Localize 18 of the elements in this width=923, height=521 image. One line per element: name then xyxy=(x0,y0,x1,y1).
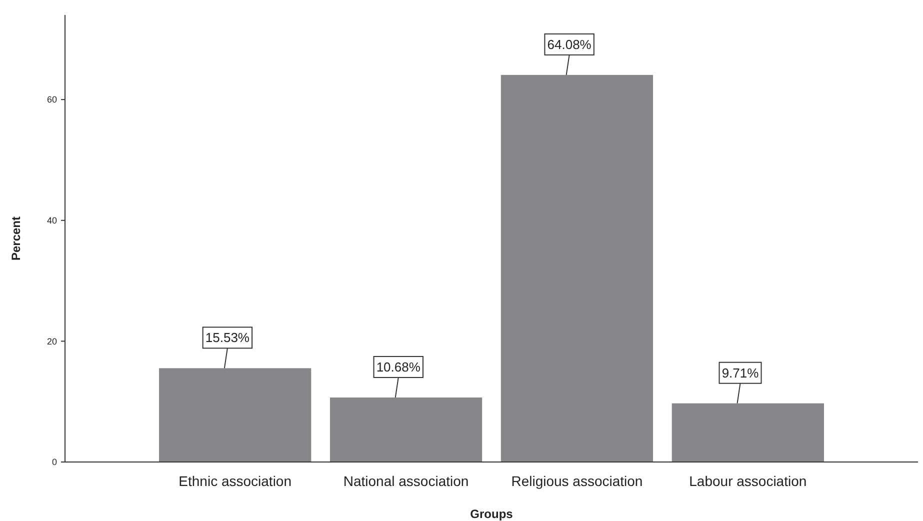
data-label: 9.71% xyxy=(722,365,760,380)
x-axis-title: Groups xyxy=(470,507,514,521)
y-tick-label: 40 xyxy=(46,216,57,226)
x-tick-label: Religious association xyxy=(511,473,643,489)
x-tick-label: National association xyxy=(343,473,469,489)
data-label: 15.53% xyxy=(205,330,250,346)
y-tick-label: 20 xyxy=(46,336,57,346)
x-tick-label: Labour association xyxy=(689,473,807,489)
y-axis-title: Percent xyxy=(9,216,23,261)
x-tick-label: Ethnic association xyxy=(178,473,292,489)
data-label: 10.68% xyxy=(376,359,421,374)
bar xyxy=(672,403,824,462)
bar xyxy=(159,368,312,462)
y-tick-label: 60 xyxy=(46,94,57,105)
bar xyxy=(330,397,482,462)
data-label: 64.08% xyxy=(547,36,592,52)
bar xyxy=(500,74,654,462)
y-tick-label: 0 xyxy=(52,457,57,468)
